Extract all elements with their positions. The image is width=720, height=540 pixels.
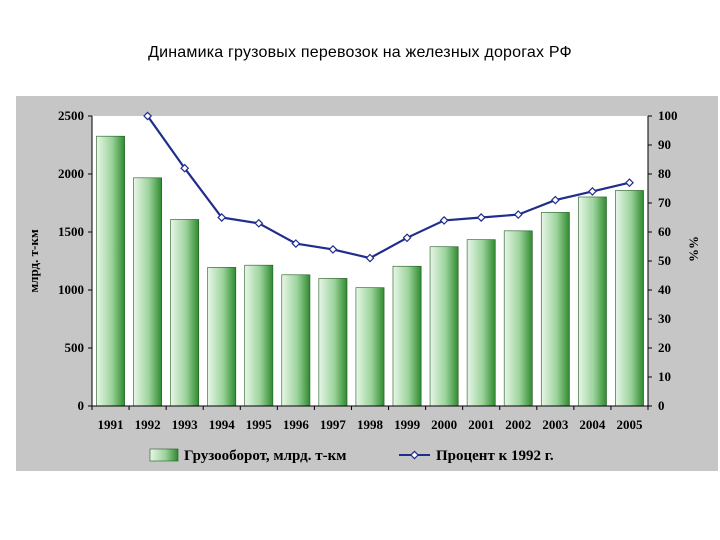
y2-axis-title: %% xyxy=(686,236,701,262)
x-tick-label: 2005 xyxy=(616,417,643,432)
y-tick-label: 0 xyxy=(78,398,85,413)
y2-tick-label: 30 xyxy=(658,311,671,326)
bar-1994 xyxy=(207,267,237,407)
y2-tick-label: 100 xyxy=(658,108,678,123)
percent-line xyxy=(146,115,630,260)
bar-1992 xyxy=(133,177,162,407)
point-1992 xyxy=(143,111,153,121)
x-tick-label: 1998 xyxy=(357,417,384,432)
y-tick-label: 1500 xyxy=(58,224,84,239)
y2-tick-label: 70 xyxy=(658,195,671,210)
point-2003 xyxy=(550,195,560,205)
x-tick-label: 1991 xyxy=(98,417,124,432)
y-tick-label: 500 xyxy=(65,340,85,355)
bar-2001 xyxy=(466,239,496,407)
bar-1993 xyxy=(170,219,200,407)
x-tick-label: 1992 xyxy=(135,417,161,432)
y-tick-label: 2500 xyxy=(58,108,84,123)
x-tick-label: 1997 xyxy=(320,417,347,432)
y2-tick-label: 60 xyxy=(658,224,671,239)
axes: 0 500 1000 1500 2000 2500 0 10 20 30 40 50 60 70 80 90 1… xyxy=(58,108,678,432)
legend-bar-swatch xyxy=(149,448,179,462)
point-1993 xyxy=(180,163,190,173)
y2-tick-label: 20 xyxy=(658,340,671,355)
legend-line-label: Процент к 1992 г. xyxy=(436,448,554,464)
x-tick-label: 2004 xyxy=(579,417,606,432)
y-tick-label: 1000 xyxy=(58,282,84,297)
y-axis-title: млрд. т-км xyxy=(26,229,41,292)
chart-panel: 0 500 1000 1500 2000 2500 0 10 20 30 40 50 60 70 80 90 1… xyxy=(16,96,718,471)
y2-tick-label: 80 xyxy=(658,166,671,181)
bar-1996 xyxy=(281,274,311,407)
legend-line-marker xyxy=(410,450,419,460)
x-tick-label: 2002 xyxy=(505,417,531,432)
legend-bar-label: Грузооборот, млрд. т-км xyxy=(184,448,346,464)
page-title: Динамика грузовых перевозок на железных … xyxy=(148,44,572,61)
bar-series xyxy=(96,135,644,407)
y2-tick-label: 10 xyxy=(658,369,671,384)
point-2000 xyxy=(439,215,449,225)
y2-tick-label: 90 xyxy=(658,137,671,152)
x-tick-label: 2003 xyxy=(542,417,569,432)
x-tick-label: 1996 xyxy=(283,417,310,432)
point-1997 xyxy=(328,244,338,254)
bar-1999 xyxy=(392,265,422,407)
point-1999 xyxy=(402,233,412,243)
x-tick-label: 1999 xyxy=(394,417,421,432)
bar-1991 xyxy=(96,135,125,407)
x-tick-label: 1993 xyxy=(172,417,199,432)
bar-2003 xyxy=(540,212,570,407)
y2-tick-label: 40 xyxy=(658,282,671,297)
y-tick-label: 2000 xyxy=(58,166,84,181)
point-2001 xyxy=(476,213,486,222)
point-2004 xyxy=(587,186,597,196)
bar-2004 xyxy=(578,196,607,407)
point-1995 xyxy=(254,218,264,228)
point-1994 xyxy=(217,213,227,222)
bar-2005 xyxy=(615,190,644,407)
point-1998 xyxy=(365,253,375,263)
line-series xyxy=(143,111,634,263)
bar-1995 xyxy=(244,264,274,407)
point-2005 xyxy=(625,178,634,188)
chart-svg: 0 500 1000 1500 2000 2500 0 10 20 30 40 50 60 70 80 90 1… xyxy=(26,108,701,464)
x-tick-label: 1995 xyxy=(246,417,273,432)
point-2002 xyxy=(513,210,523,220)
x-tick-label: 2000 xyxy=(431,417,457,432)
x-tick-label: 2001 xyxy=(468,417,494,432)
bar-2000 xyxy=(429,246,459,407)
x-tick-label: 1994 xyxy=(209,417,236,432)
y2-tick-label: 50 xyxy=(658,253,671,268)
legend: Грузооборот, млрд. т-км Процент к 1992 г… xyxy=(149,448,554,464)
y2-tick-label: 0 xyxy=(658,398,665,413)
point-1996 xyxy=(291,239,301,249)
bar-1998 xyxy=(355,287,385,407)
bar-1997 xyxy=(318,278,348,407)
bar-2002 xyxy=(503,230,533,407)
